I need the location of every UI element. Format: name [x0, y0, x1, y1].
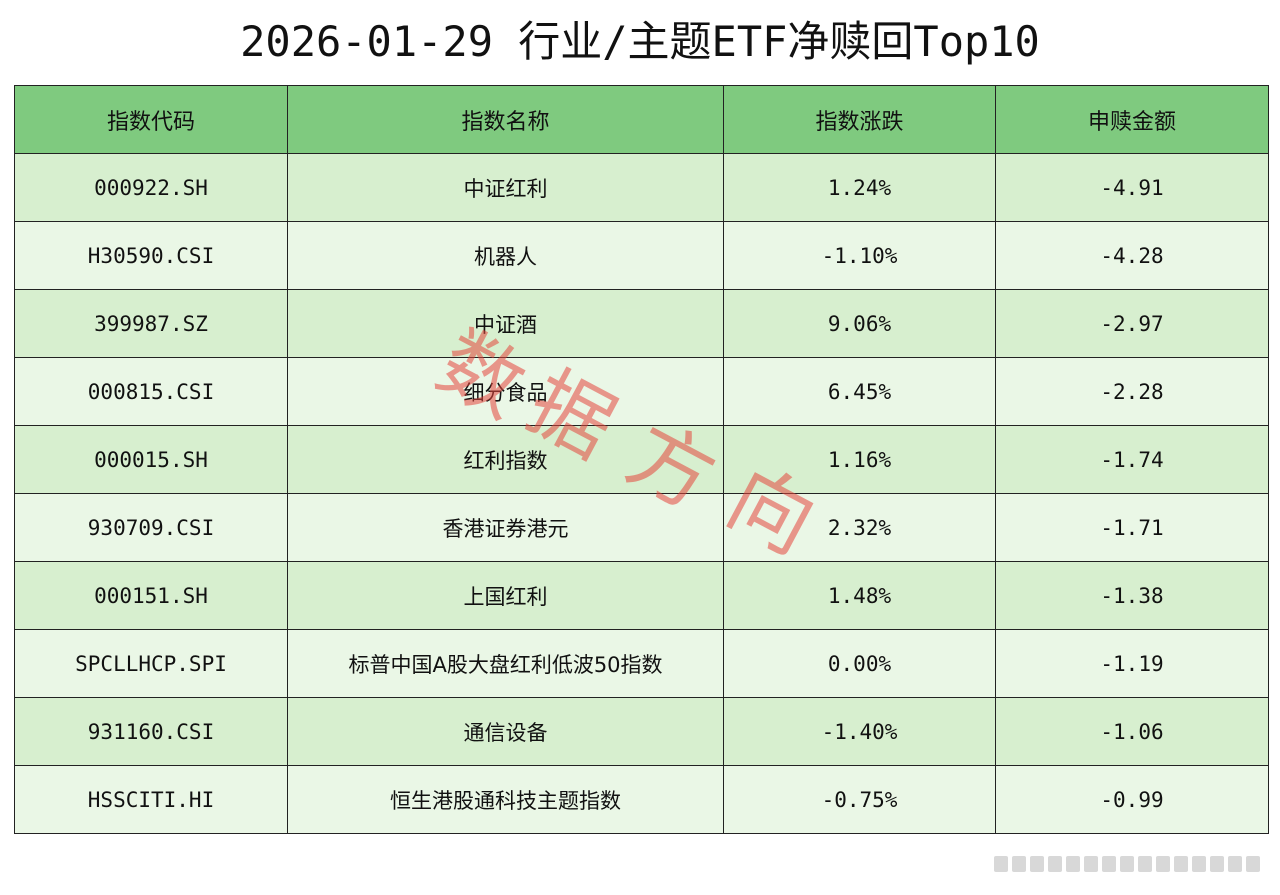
- decorative-bar: [1012, 856, 1026, 872]
- table-row: H30590.CSI 机器人 -1.10% -4.28: [14, 221, 1269, 290]
- decorative-bar: [994, 856, 1008, 872]
- index-change-cell: -1.10%: [723, 221, 996, 290]
- redemption-amount-cell: -4.91: [995, 153, 1269, 222]
- index-code-cell: 930709.CSI: [14, 493, 288, 562]
- index-code-cell: 399987.SZ: [14, 289, 288, 358]
- decorative-bar: [1156, 856, 1170, 872]
- redemption-amount-cell: -4.28: [995, 221, 1269, 290]
- decorative-bar: [1246, 856, 1260, 872]
- index-change-cell: 1.16%: [723, 425, 996, 494]
- redemption-amount-cell: -1.74: [995, 425, 1269, 494]
- decorative-bar: [1192, 856, 1206, 872]
- etf-redemption-table: 指数代码 指数名称 指数涨跌 申赎金额 000922.SH 中证红利 1.24%…: [14, 85, 1269, 834]
- decorative-bar: [1138, 856, 1152, 872]
- index-code-cell: 000015.SH: [14, 425, 288, 494]
- table-row: 000922.SH 中证红利 1.24% -4.91: [14, 153, 1269, 222]
- index-name-cell: 中证酒: [287, 289, 724, 358]
- index-name-cell: 细分食品: [287, 357, 724, 426]
- decorative-bar: [1120, 856, 1134, 872]
- header-index-change: 指数涨跌: [723, 85, 996, 154]
- footer-decoration: [994, 854, 1260, 872]
- table-row: 000015.SH 红利指数 1.16% -1.74: [14, 425, 1269, 494]
- redemption-amount-cell: -0.99: [995, 765, 1269, 834]
- index-change-cell: -1.40%: [723, 697, 996, 766]
- decorative-bar: [1228, 856, 1242, 872]
- decorative-bar: [1210, 856, 1224, 872]
- index-code-cell: 000815.CSI: [14, 357, 288, 426]
- decorative-bar: [1102, 856, 1116, 872]
- index-change-cell: 9.06%: [723, 289, 996, 358]
- index-change-cell: 2.32%: [723, 493, 996, 562]
- index-name-cell: 标普中国A股大盘红利低波50指数: [287, 629, 724, 698]
- index-name-cell: 恒生港股通科技主题指数: [287, 765, 724, 834]
- decorative-bar: [1048, 856, 1062, 872]
- index-name-cell: 上国红利: [287, 561, 724, 630]
- header-index-code: 指数代码: [14, 85, 288, 154]
- redemption-amount-cell: -2.28: [995, 357, 1269, 426]
- table-row: 931160.CSI 通信设备 -1.40% -1.06: [14, 697, 1269, 766]
- index-code-cell: 000151.SH: [14, 561, 288, 630]
- redemption-amount-cell: -1.06: [995, 697, 1269, 766]
- table-row: SPCLLHCP.SPI 标普中国A股大盘红利低波50指数 0.00% -1.1…: [14, 629, 1269, 698]
- index-change-cell: 1.48%: [723, 561, 996, 630]
- page-title: 2026-01-29 行业/主题ETF净赎回Top10: [240, 17, 1040, 66]
- index-name-cell: 红利指数: [287, 425, 724, 494]
- index-name-cell: 香港证券港元: [287, 493, 724, 562]
- decorative-bar: [1174, 856, 1188, 872]
- header-index-name: 指数名称: [287, 85, 724, 154]
- index-name-cell: 中证红利: [287, 153, 724, 222]
- index-code-cell: 931160.CSI: [14, 697, 288, 766]
- index-change-cell: 1.24%: [723, 153, 996, 222]
- table-row: 000151.SH 上国红利 1.48% -1.38: [14, 561, 1269, 630]
- redemption-amount-cell: -1.38: [995, 561, 1269, 630]
- table-row: 000815.CSI 细分食品 6.45% -2.28: [14, 357, 1269, 426]
- index-change-cell: 6.45%: [723, 357, 996, 426]
- table-row: 399987.SZ 中证酒 9.06% -2.97: [14, 289, 1269, 358]
- index-code-cell: H30590.CSI: [14, 221, 288, 290]
- index-code-cell: SPCLLHCP.SPI: [14, 629, 288, 698]
- index-name-cell: 通信设备: [287, 697, 724, 766]
- index-code-cell: HSSCITI.HI: [14, 765, 288, 834]
- decorative-bar: [1066, 856, 1080, 872]
- decorative-bar: [1084, 856, 1098, 872]
- redemption-amount-cell: -2.97: [995, 289, 1269, 358]
- table-row: HSSCITI.HI 恒生港股通科技主题指数 -0.75% -0.99: [14, 765, 1269, 834]
- index-change-cell: -0.75%: [723, 765, 996, 834]
- redemption-amount-cell: -1.19: [995, 629, 1269, 698]
- table-row: 930709.CSI 香港证券港元 2.32% -1.71: [14, 493, 1269, 562]
- index-change-cell: 0.00%: [723, 629, 996, 698]
- table-header-row: 指数代码 指数名称 指数涨跌 申赎金额: [14, 85, 1269, 154]
- decorative-bar: [1030, 856, 1044, 872]
- index-code-cell: 000922.SH: [14, 153, 288, 222]
- redemption-amount-cell: -1.71: [995, 493, 1269, 562]
- index-name-cell: 机器人: [287, 221, 724, 290]
- header-redemption-amount: 申赎金额: [995, 85, 1269, 154]
